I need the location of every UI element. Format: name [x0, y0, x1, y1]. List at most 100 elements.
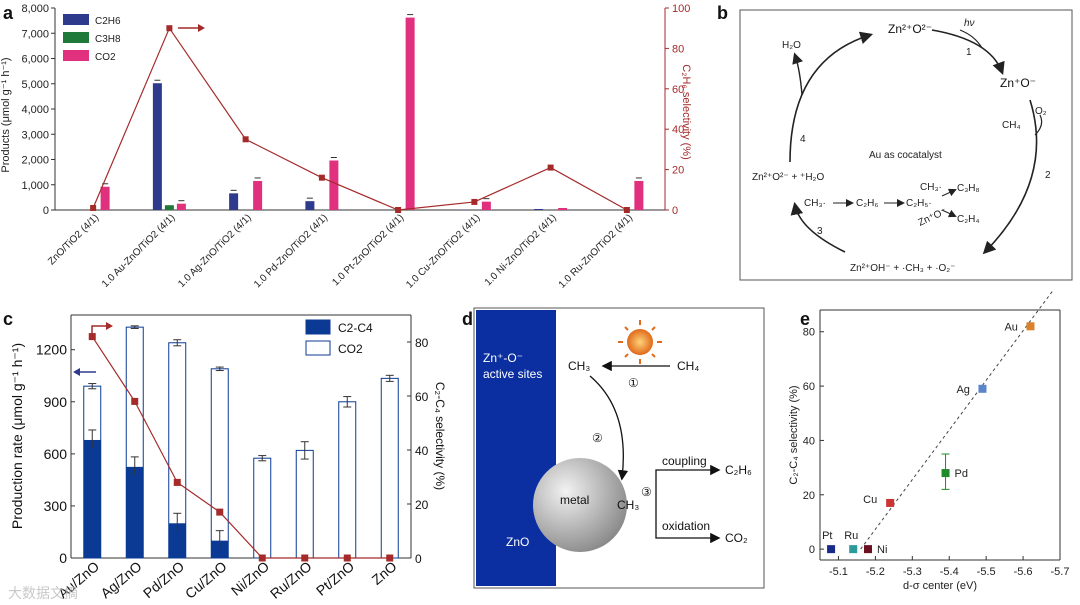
b-step-2: 2	[1045, 170, 1051, 181]
panel-e: e -5.1 -5.2 -5.3 -5.4 -5.5 -5.6 -5.7020406080 …	[788, 290, 1070, 592]
c-y2tick-label: 80	[415, 336, 429, 350]
c-legend: C2-C4 CO2	[305, 319, 373, 356]
b-c2h5: C₂H₅·	[906, 198, 932, 209]
d-step-2: ②	[592, 431, 603, 445]
d-arrow-2	[589, 375, 629, 481]
c-legend-c2c4: C2-C4	[338, 321, 373, 335]
b-arrow-c3h8	[941, 188, 957, 197]
a-ytick-label: 1,000	[21, 180, 49, 192]
c-ytick-label: 1200	[36, 342, 67, 358]
a-selectivity-point	[395, 207, 402, 213]
c-xtick-label: Ni/ZnO	[228, 558, 272, 599]
a-bar-c2h6	[152, 83, 162, 210]
a-bar-co2	[634, 180, 644, 210]
d-c2h6: C₂H₆	[725, 463, 752, 477]
a-ytick-label: 3,000	[21, 129, 49, 141]
a-y2tick-label: 20	[672, 165, 684, 177]
b-bottom-species: Zn²⁺OH⁻ + ·CH₃ + ·O₂⁻	[850, 263, 955, 274]
a-selectivity-polyline	[92, 26, 628, 211]
b-ch3: CH₃·	[804, 198, 826, 209]
b-c2h6: C₂H₆	[856, 198, 878, 209]
c-y2tick-label: 60	[415, 390, 429, 404]
e-ticks: -5.1 -5.2 -5.3 -5.4 -5.5 -5.6 -5.7 0 20 40 60 80	[803, 327, 1070, 578]
e-point-cu	[886, 498, 895, 507]
panel-letter-b: b	[717, 3, 728, 23]
b-arc-h2o	[792, 52, 803, 96]
c-selectivity-point	[258, 554, 266, 562]
c-bar-c2c4	[168, 523, 186, 558]
a-y2tick-label: 60	[672, 84, 684, 96]
e-point-ag	[978, 384, 987, 393]
a-x-labels: ZnO/TiO2 (4/1)1.0 Au-ZnO/TiO2 (4/1)1.0 A…	[46, 212, 635, 290]
c-legend-swatch-co2	[305, 340, 331, 356]
a-selectivity-line	[90, 25, 630, 213]
a-selectivity-point	[90, 204, 97, 211]
d-metal-sphere	[533, 458, 627, 552]
e-xtick-label: -5.7	[1051, 566, 1070, 578]
c-selectivity-point	[343, 554, 351, 562]
d-oxidation: oxidation	[662, 519, 710, 533]
c-y2label: C₂-C₄ selectivity (%)	[433, 382, 447, 490]
b-arrow-c2h4	[941, 209, 957, 218]
panel-letter-d: d	[462, 309, 473, 329]
b-ch4: CH₄	[1002, 120, 1021, 131]
e-xtick-label: -5.1	[829, 566, 848, 578]
e-ytick-label: 0	[809, 544, 815, 556]
a-legend-c2h6: C2H6	[95, 16, 121, 27]
c-ytick-label: 900	[44, 394, 68, 410]
b-hv-arc	[959, 29, 983, 49]
a-bar-c2h6	[457, 209, 467, 210]
a-selectivity-point	[166, 25, 173, 32]
b-arc-4	[789, 31, 874, 163]
a-arrow-icon	[178, 24, 205, 32]
e-point-au	[1026, 322, 1035, 331]
c-bar-co2	[338, 401, 357, 559]
a-bar-c2h6	[534, 208, 544, 210]
d-coupling: coupling	[662, 454, 707, 468]
a-xtick-label: 1.0 Ru-ZnO/TiO2 (4/1)	[557, 212, 635, 290]
c-ytick-label: 600	[44, 446, 68, 462]
b-top-species: Zn²⁺O²⁻	[888, 22, 932, 36]
e-point-ru	[849, 545, 858, 554]
a-ytick-label: 7,000	[21, 28, 49, 40]
a-y2tick-label: 80	[672, 43, 684, 55]
e-ytick-label: 20	[803, 490, 815, 502]
a-y2tick-label: 0	[672, 205, 678, 217]
a-ytick-label: 5,000	[21, 79, 49, 91]
c-legend-swatch-c2c4	[305, 319, 331, 335]
c-left-arrow-icon	[73, 368, 96, 376]
c-bars	[83, 325, 399, 559]
a-ylabel: Products (μmol g⁻¹ h⁻¹)	[0, 57, 12, 172]
c-ytick-label: 0	[59, 550, 67, 566]
a-selectivity-point	[242, 136, 249, 143]
b-step-4: 4	[800, 134, 806, 145]
panel-d: d Zn⁺-O⁻	[462, 307, 765, 589]
a-selectivity-point	[471, 198, 478, 205]
e-point-ni	[864, 545, 872, 554]
c-xtick-label: ZnO	[369, 558, 400, 588]
a-bar-co2	[176, 203, 186, 210]
a-legend-co2: CO2	[95, 52, 116, 63]
b-arc-3	[790, 201, 846, 253]
a-bars	[100, 14, 644, 210]
e-xlabel: d-σ center (eV)	[903, 580, 977, 592]
e-fit-segment	[860, 290, 1054, 550]
d-step-3: ③	[641, 485, 652, 499]
c-right-arrow-icon	[91, 322, 113, 338]
a-bar-co2	[329, 160, 339, 210]
a-bar-co2	[558, 207, 568, 210]
a-bar-co2	[100, 186, 110, 210]
a-legend-swatch-c3h8	[63, 32, 89, 43]
a-ytick-label: 4,000	[21, 104, 49, 116]
c-y2tick-label: 40	[415, 444, 429, 458]
b-hv: hν	[964, 18, 975, 29]
a-xtick-label: 1.0 Cu-ZnO/TiO2 (4/1)	[404, 212, 482, 290]
a-xtick-label: 1.0 Pd-ZnO/TiO2 (4/1)	[252, 212, 330, 290]
a-ytick-label: 2,000	[21, 155, 49, 167]
c-xtick-label: Ag/ZnO	[97, 558, 144, 601]
b-right-species: Zn⁺O⁻	[1000, 76, 1036, 90]
c-selectivity-point	[216, 508, 224, 516]
d-co2: CO₂	[725, 531, 748, 545]
